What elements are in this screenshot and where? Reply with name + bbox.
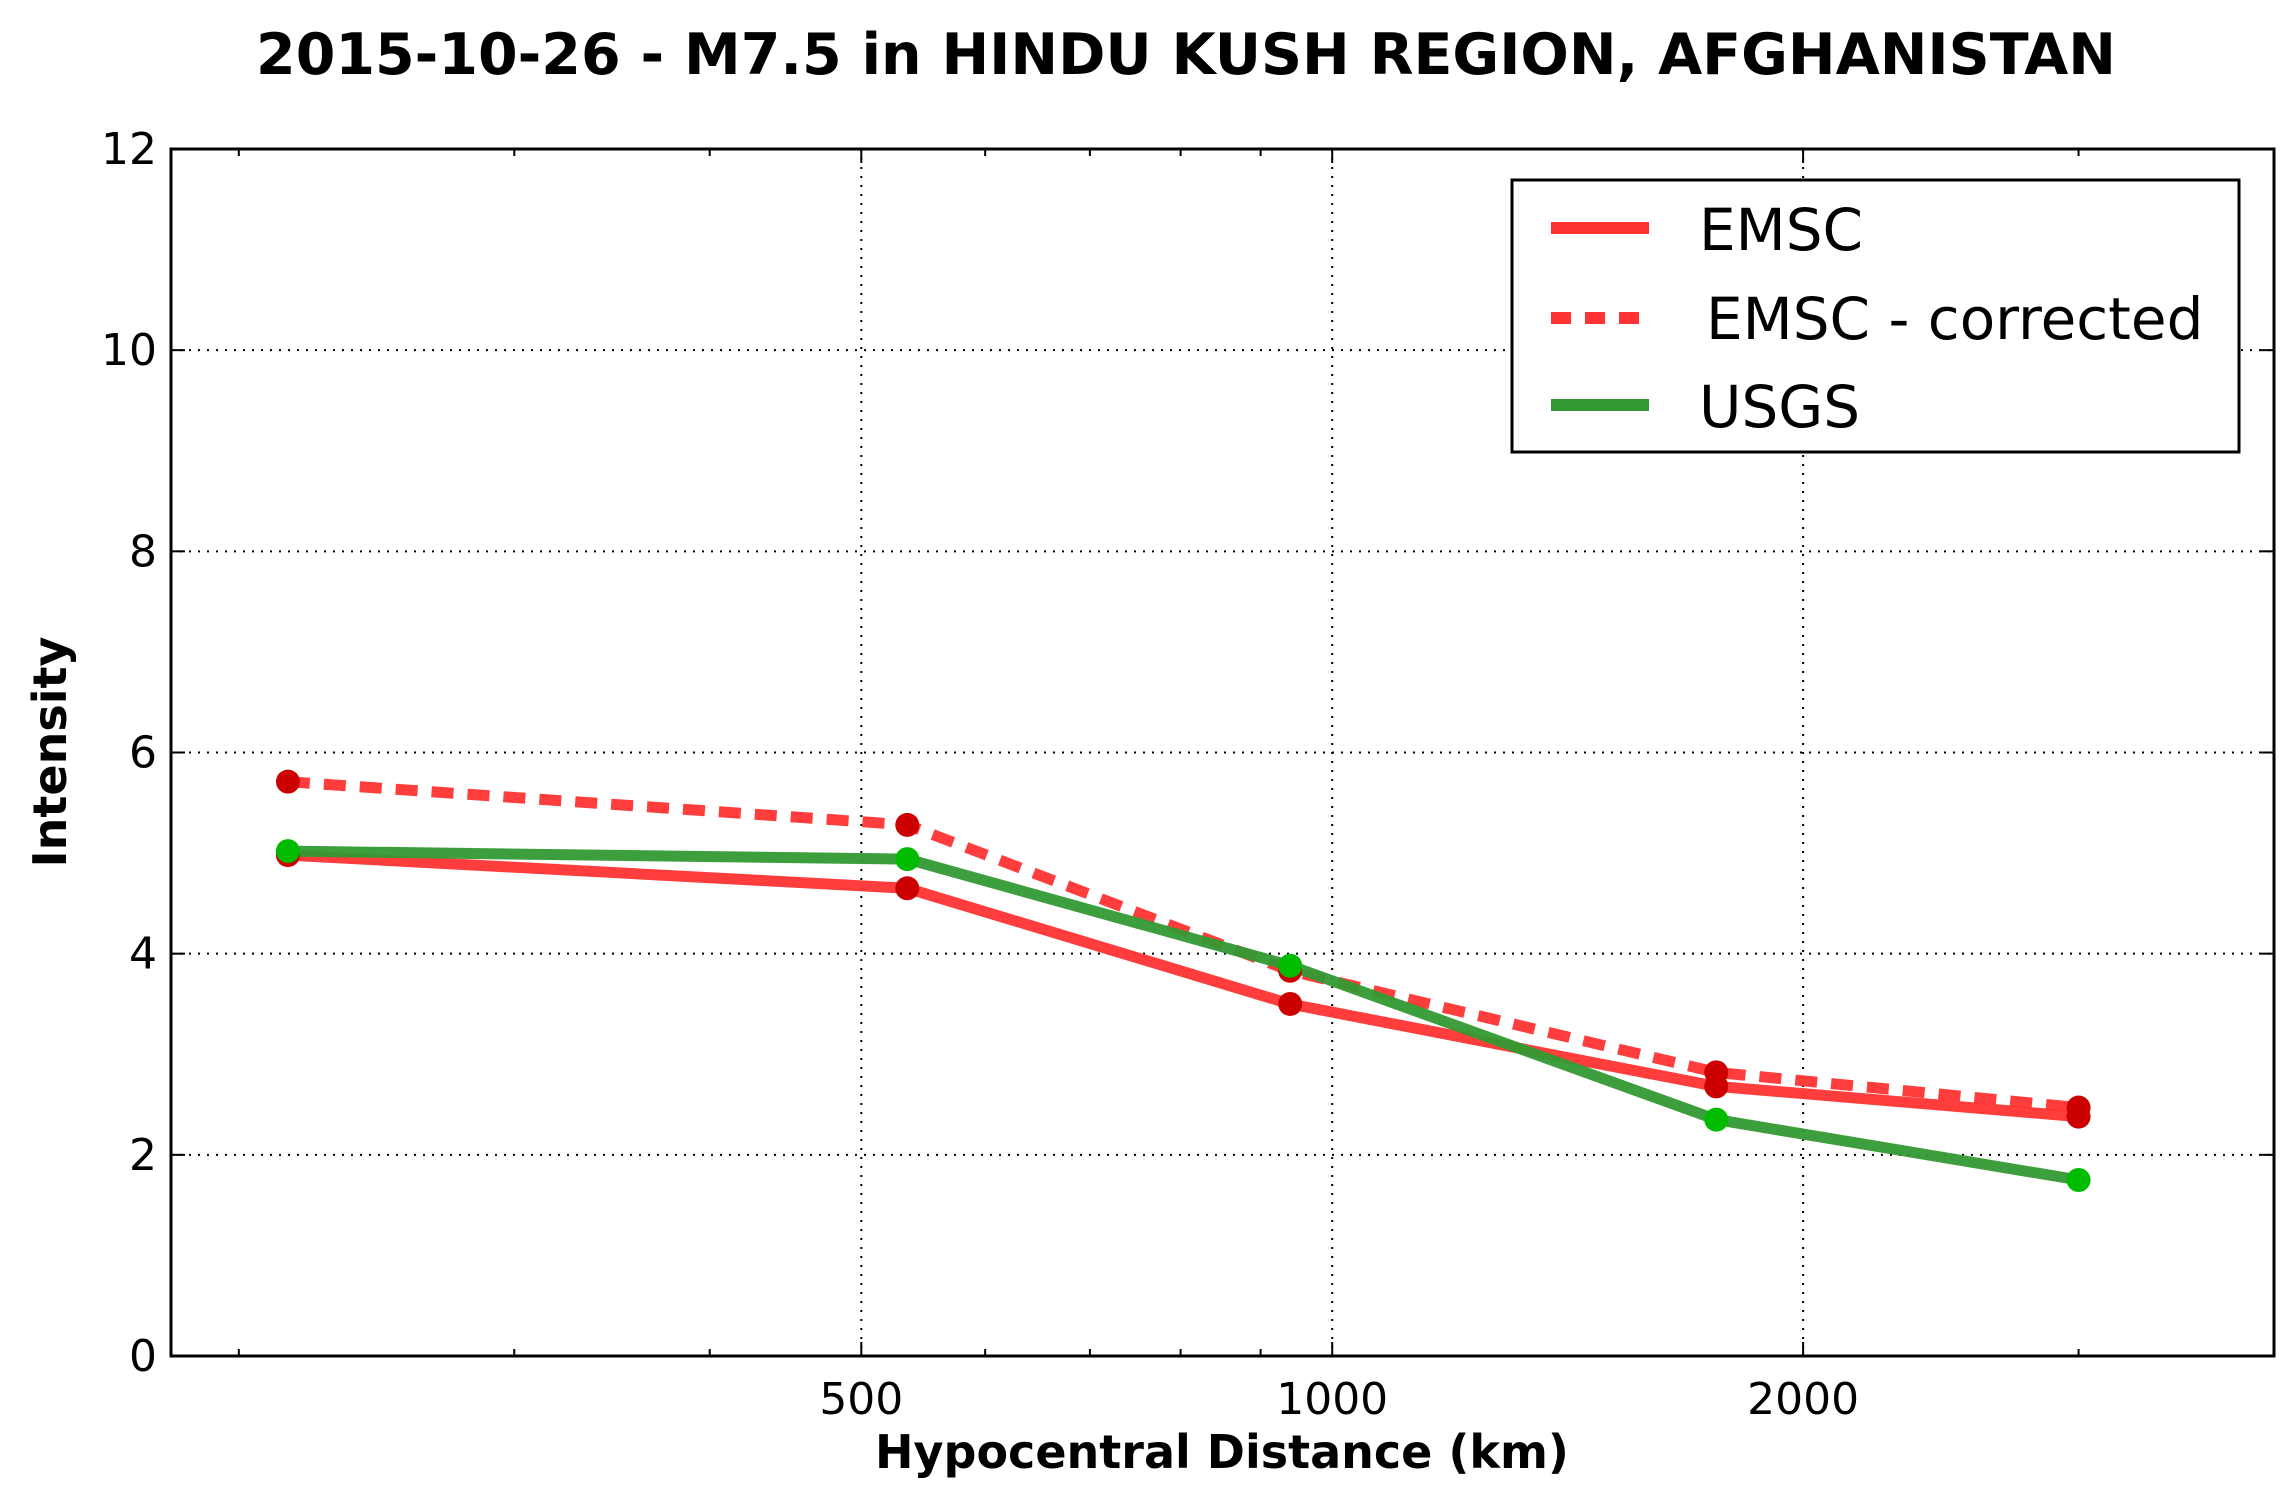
data-point-usgs <box>1278 953 1303 978</box>
grid-lines <box>171 148 2274 1356</box>
series-markers <box>275 769 2091 1192</box>
y-tick-label: 2 <box>129 1130 157 1181</box>
data-point-emsc <box>1278 991 1303 1016</box>
x-tick-label: 2000 <box>1747 1374 1859 1425</box>
data-point-usgs <box>2066 1167 2091 1192</box>
y-tick-label: 8 <box>129 526 157 577</box>
y-tick-label: 4 <box>129 929 157 980</box>
data-point-usgs <box>275 839 300 864</box>
legend-label-emsc-corrected: EMSC - corrected <box>1706 285 2203 353</box>
legend-label-emsc: EMSC <box>1699 196 1863 264</box>
series-lines <box>287 776 2080 1186</box>
x-axis-label: Hypocentral Distance (km) <box>875 1425 1569 1479</box>
x-tick-label: 500 <box>819 1374 903 1425</box>
axis-ticks: 0 2 4 6 8 10 12 500 1000 2000 <box>101 124 2274 1425</box>
data-point-emsc-corrected <box>895 812 920 837</box>
y-tick-label: 10 <box>101 325 157 376</box>
x-tick-label: 1000 <box>1276 1374 1388 1425</box>
y-axis-label: Intensity <box>23 637 77 868</box>
data-point-usgs <box>1704 1107 1729 1132</box>
data-point-emsc-corrected <box>1704 1060 1729 1085</box>
data-point-emsc-corrected <box>2066 1095 2091 1120</box>
series-line-usgs <box>287 845 2080 1186</box>
data-point-emsc <box>895 876 920 901</box>
legend: EMSC EMSC - corrected USGS <box>1510 178 2241 454</box>
y-tick-label: 0 <box>129 1331 157 1382</box>
y-tick-label: 6 <box>129 728 157 779</box>
series-line-emsc-corrected <box>287 776 2080 1114</box>
legend-label-usgs: USGS <box>1699 373 1860 441</box>
data-point-emsc-corrected <box>275 769 300 794</box>
chart-title: 2015-10-26 - M7.5 in HINDU KUSH REGION, … <box>256 22 2116 88</box>
data-point-usgs <box>895 847 920 872</box>
y-tick-label: 12 <box>101 124 157 175</box>
